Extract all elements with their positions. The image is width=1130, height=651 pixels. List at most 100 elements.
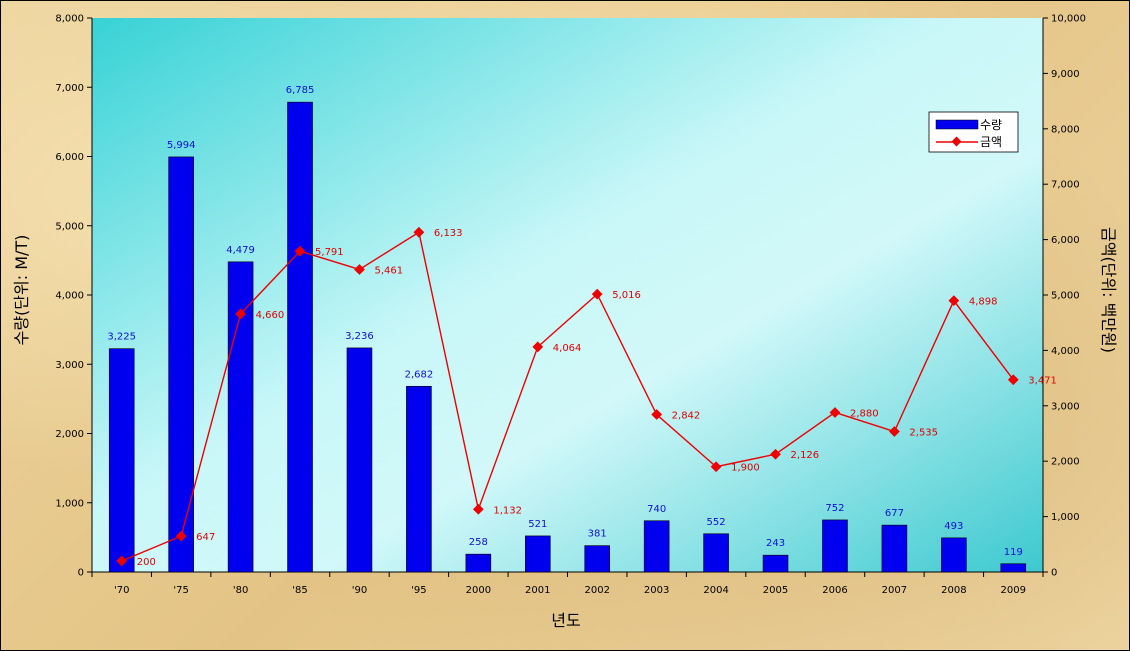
left-tick-label: 8,000	[55, 14, 84, 25]
bar	[524, 535, 551, 573]
line-data-label: 2,535	[909, 428, 938, 439]
left-tick-label: 3,000	[55, 360, 84, 371]
line-data-label: 647	[196, 532, 215, 543]
line-data-label: 1,132	[493, 505, 522, 516]
bar-data-label: 6,785	[286, 85, 315, 96]
x-tick-label: '80	[233, 585, 248, 596]
legend-label-line: 금액	[980, 135, 1002, 149]
bar-data-label: 5,994	[167, 140, 196, 151]
line-marker	[472, 503, 484, 515]
x-axis: '70 '75 '80 '85 '90 '95 2000 2001 2002 2003 2004 20…	[91, 571, 1044, 596]
x-tick-label: 2008	[941, 585, 966, 596]
left-tick-label: 1,000	[55, 498, 84, 509]
x-tick-label: 2007	[882, 585, 907, 596]
legend: 수량 금액	[928, 111, 1019, 153]
left-axis: 0 1,000 2,000 3,000 4,000 5,000 6,000 7,000 8,00…	[55, 14, 93, 579]
right-tick-label: 5,000	[1051, 291, 1080, 302]
bar	[287, 101, 313, 573]
right-tick-label: 0	[1051, 568, 1057, 579]
line-data-label: 5,791	[315, 247, 344, 258]
line-marker	[354, 264, 365, 275]
x-tick-label: '95	[411, 585, 426, 596]
line-data-label: 4,898	[969, 297, 998, 308]
line-marker	[651, 409, 663, 420]
x-tick-label: 2005	[763, 585, 788, 596]
bar	[1000, 563, 1027, 573]
bar-data-label: 740	[647, 504, 666, 515]
bar-data-label: 243	[766, 538, 785, 549]
right-tick-label: 2,000	[1051, 457, 1080, 468]
line-marker	[532, 341, 544, 353]
bar	[346, 347, 373, 573]
x-tick-label: 2006	[822, 585, 847, 596]
left-tick-label: 0	[78, 568, 84, 579]
x-axis-title: 년도	[551, 611, 580, 630]
legend-swatch-marker	[951, 136, 962, 147]
right-axis: 0 1,000 2,000 3,000 4,000 5,000 6,000 7,000 8,00…	[1042, 14, 1086, 579]
x-tick-label: '90	[352, 585, 367, 596]
right-tick-label: 1,000	[1051, 512, 1080, 523]
bar-data-label: 119	[1004, 547, 1023, 558]
right-tick-label: 10,000	[1051, 14, 1086, 25]
bar	[168, 156, 194, 573]
line-data-label: 2,842	[672, 411, 701, 422]
bar-series	[108, 101, 1027, 573]
line-data-label: 1,900	[731, 463, 760, 474]
bar	[465, 553, 492, 573]
y2-axis-title: 금액(단위: 백만원)	[1099, 227, 1118, 353]
left-tick-label: 4,000	[55, 291, 84, 302]
line-marker	[948, 295, 960, 307]
x-tick-label: '85	[292, 585, 307, 596]
bar	[584, 545, 611, 573]
line-marker	[175, 530, 187, 542]
bar	[227, 261, 254, 573]
bar-data-label: 4,479	[226, 245, 255, 256]
bar-labels: 3,225 5,994 4,479 6,785 3,236 2,682 258 521 381 7…	[107, 85, 1022, 558]
bar-data-label: 381	[588, 529, 607, 540]
line-marker	[413, 226, 425, 238]
line-marker	[829, 407, 841, 418]
line-marker	[235, 308, 246, 320]
bar-data-label: 2,682	[405, 369, 434, 380]
bar	[881, 524, 908, 573]
line-data-label: 3,471	[1028, 376, 1057, 387]
bar	[406, 385, 432, 573]
right-tick-label: 4,000	[1051, 346, 1080, 357]
bar-data-label: 552	[707, 517, 726, 528]
x-tick-label: 2001	[525, 585, 550, 596]
bar-data-label: 521	[528, 519, 547, 530]
left-tick-label: 7,000	[55, 83, 84, 94]
legend-swatch-bar	[935, 119, 979, 130]
bar-data-label: 677	[885, 508, 904, 519]
line-path	[121, 231, 1014, 562]
legend-label-bar: 수량	[980, 118, 1002, 132]
legend-box	[928, 111, 1019, 153]
bar	[762, 554, 789, 573]
bar	[108, 348, 135, 573]
right-tick-label: 6,000	[1051, 235, 1080, 246]
left-tick-label: 2,000	[55, 429, 84, 440]
bar-data-label: 3,236	[345, 331, 374, 342]
left-tick-label: 5,000	[55, 221, 84, 232]
x-tick-label: 2003	[644, 585, 669, 596]
x-tick-label: 2009	[1001, 585, 1026, 596]
bar-data-label: 258	[469, 537, 488, 548]
x-tick-label: '70	[114, 585, 129, 596]
bar	[643, 520, 670, 573]
right-tick-label: 7,000	[1051, 180, 1080, 191]
line-data-label: 5,461	[374, 265, 403, 276]
x-tick-label: 2002	[584, 585, 609, 596]
line-data-label: 200	[137, 557, 156, 568]
line-marker	[591, 288, 603, 300]
line-marker	[710, 461, 722, 473]
line-marker	[294, 245, 306, 257]
x-tick-label: 2004	[703, 585, 728, 596]
bar-data-label: 3,225	[107, 332, 136, 343]
bar-data-label: 752	[825, 503, 844, 514]
x-tick-label: '75	[173, 585, 188, 596]
left-tick-label: 6,000	[55, 152, 84, 163]
y-axis-title: 수량(단위: M/T)	[12, 235, 31, 346]
right-tick-label: 9,000	[1051, 69, 1080, 80]
x-tick-label: 2000	[466, 585, 491, 596]
